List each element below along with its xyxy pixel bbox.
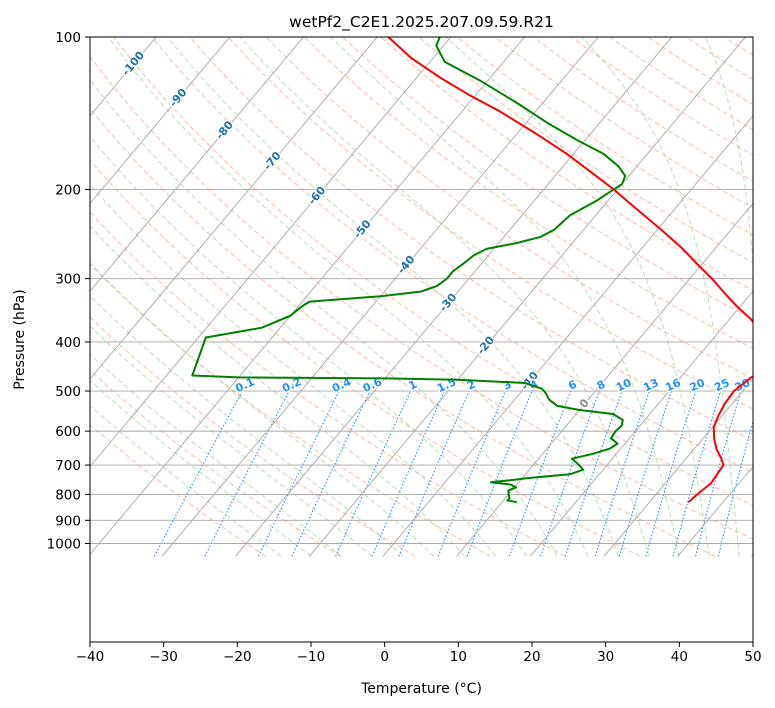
y-tick-label: 300 <box>55 272 81 288</box>
profiles <box>191 37 753 504</box>
x-tick-label: 30 <box>597 649 614 665</box>
isotherm-line <box>90 37 157 117</box>
y-tick-label: 700 <box>55 458 81 474</box>
isotherm-line <box>677 465 753 557</box>
x-tick-label: 0 <box>380 649 389 665</box>
dry-adiabat-line <box>456 37 753 236</box>
isotherm-line <box>382 115 753 557</box>
x-tick-label: −20 <box>223 649 252 665</box>
y-tick-label: 600 <box>55 424 81 440</box>
chart-title: wetPf2_C2E1.2025.207.09.59.R21 <box>289 13 554 32</box>
temperature-profile <box>387 37 753 503</box>
mixing-ratio-line <box>437 381 510 557</box>
isotherm-line <box>308 37 747 557</box>
x-tick-label: −40 <box>76 649 105 665</box>
dry-adiabat-line <box>90 316 416 557</box>
mixing-ratio-line <box>153 381 248 557</box>
mixing-ratio-line <box>291 381 375 557</box>
x-tick-label: 20 <box>523 649 540 665</box>
dry-adiabat-line <box>90 55 753 540</box>
mixing-ratio-line <box>717 419 753 557</box>
mixing-ratio-line <box>466 381 537 557</box>
isotherm-line <box>90 37 378 380</box>
isotherm-line <box>529 290 753 557</box>
y-tick-label: 900 <box>55 513 81 529</box>
dry-adiabats <box>90 37 753 557</box>
y-axis-label: Pressure (hPa) <box>12 289 28 389</box>
moist-adiabat-line <box>239 37 650 557</box>
isotherm-line <box>90 37 452 468</box>
moist-adiabat-line <box>90 183 496 557</box>
moist-adiabat-line <box>166 37 619 557</box>
moist-adiabat-line <box>704 37 753 269</box>
dry-adiabat-line <box>494 37 753 209</box>
isotherm-line <box>90 37 526 555</box>
x-axis-label: Temperature (°C) <box>360 681 482 697</box>
dry-adiabat-line <box>265 37 753 380</box>
dry-adiabat-line <box>608 37 753 131</box>
mixing-ratio-line <box>672 381 724 557</box>
isotherm-line <box>603 378 753 557</box>
dry-adiabat-line <box>189 37 753 442</box>
dry-adiabat-line <box>341 37 753 320</box>
x-tick-label: −10 <box>297 649 326 665</box>
mixing-ratio-line <box>594 381 654 557</box>
mixing-ratio-line <box>695 381 745 557</box>
y-tick-label: 400 <box>55 335 81 351</box>
dry-adiabat-line <box>90 263 491 557</box>
y-tick-label: 800 <box>55 487 81 503</box>
dry-adiabat-line <box>151 37 753 474</box>
isotherm-line <box>456 202 753 557</box>
moist-adiabat-line <box>330 37 680 557</box>
isotherm-line <box>235 37 673 557</box>
dry-adiabat-line <box>90 159 641 557</box>
mixing-ratio-line <box>618 381 676 557</box>
moist-adiabat-line <box>90 262 435 557</box>
plot-frame <box>89 36 754 643</box>
dry-adiabat-line <box>380 37 753 292</box>
x-tick-label: 40 <box>671 649 688 665</box>
mixing-ratio-line <box>258 381 345 557</box>
mixing-ratio-line <box>564 381 626 557</box>
x-tick-label: 10 <box>450 649 467 665</box>
x-axis: −40 −30 −20 −10 0 10 20 30 40 50 <box>76 642 762 665</box>
pressure-gridlines <box>90 37 753 544</box>
isotherm-line <box>90 37 231 205</box>
isotherms <box>90 37 753 557</box>
x-tick-label: 50 <box>744 649 761 665</box>
dewpoint-profile <box>191 37 627 504</box>
y-tick-label: 100 <box>55 30 81 46</box>
y-tick-label: 200 <box>55 182 81 198</box>
y-tick-label: 1000 <box>47 537 81 553</box>
dry-adiabat-line <box>532 37 753 182</box>
mixing-ratio-line <box>508 381 575 557</box>
y-tick-label: 500 <box>55 384 81 400</box>
mixing-ratio-line <box>645 381 700 557</box>
dry-adiabat-line <box>113 37 753 507</box>
x-tick-label: −30 <box>149 649 178 665</box>
dry-adiabat-line <box>90 107 716 557</box>
y-axis: 100 200 300 400 500 600 700 800 900 1000 <box>47 30 90 553</box>
